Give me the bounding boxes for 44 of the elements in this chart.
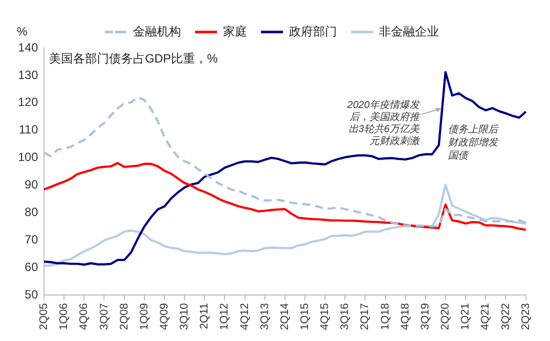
- y-tick-label: 80: [24, 205, 38, 220]
- x-tick-label: 4Q15: [319, 303, 332, 330]
- y-tick-label: 120: [18, 95, 38, 110]
- chart-title: 美国各部门债务占GDP比重，%: [49, 51, 218, 66]
- x-tick-label: 1Q12: [218, 303, 231, 330]
- x-tick-label: 4Q09: [158, 303, 170, 330]
- x-tick-label: 1Q09: [138, 303, 150, 330]
- x-tick-label: 2Q11: [198, 303, 211, 330]
- y-tick-label: 100: [18, 150, 38, 164]
- x-tick-label: 2Q17: [359, 303, 372, 330]
- legend-label: 政府部门: [289, 24, 337, 38]
- x-tick-label: 2Q14: [278, 303, 291, 330]
- x-tick-label: 3Q07: [98, 303, 110, 330]
- x-tick-label: 3Q16: [339, 303, 352, 330]
- x-tick-label: 4Q21: [480, 303, 492, 330]
- y-tick-label: 50: [24, 287, 38, 302]
- y-tick-label: 60: [24, 260, 38, 274]
- y-tick-label: 70: [24, 232, 38, 246]
- x-tick-label: 3Q19: [419, 303, 432, 330]
- x-tick-label: 3Q10: [178, 303, 191, 330]
- x-tick-label: 4Q06: [78, 303, 90, 330]
- x-tick-label: 2Q20: [440, 303, 452, 330]
- legend-label: 非金融企业: [379, 24, 439, 38]
- x-tick-label: 1Q21: [460, 303, 472, 330]
- line-series: [42, 96, 527, 228]
- x-tick-label: 2Q23: [520, 303, 532, 330]
- legend-label: 家庭: [223, 24, 247, 38]
- annotation: 债务上限后财政部增发国债: [448, 124, 499, 162]
- x-tick-label: 4Q18: [399, 303, 412, 330]
- annotation: 2020年疫情爆发后，美国政府推出3轮共6万亿美元财政刺激: [346, 99, 421, 148]
- x-tick-label: 4Q12: [238, 303, 251, 330]
- x-tick-label: 1Q06: [58, 303, 70, 330]
- legend-label: 金融机构: [133, 24, 181, 38]
- y-tick-label: 90: [24, 178, 38, 192]
- y-tick-label: 110: [18, 122, 38, 137]
- y-tick-label: 130: [18, 68, 38, 82]
- x-tick-label: 2Q05: [38, 303, 50, 330]
- y-tick-label: 140: [18, 40, 38, 54]
- x-tick-label: 1Q15: [299, 303, 312, 330]
- x-tick-label: 2Q08: [118, 303, 130, 330]
- x-tick-label: 3Q22: [500, 303, 512, 330]
- x-tick-label: 3Q13: [258, 303, 271, 330]
- y-axis-title: %: [16, 24, 28, 38]
- x-tick-label: 1Q18: [379, 303, 392, 330]
